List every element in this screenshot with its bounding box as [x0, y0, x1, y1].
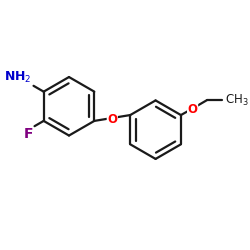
Text: O: O [188, 103, 198, 116]
Text: F: F [24, 127, 33, 141]
Text: NH$_2$: NH$_2$ [4, 70, 32, 85]
Text: O: O [107, 113, 117, 126]
Text: CH$_3$: CH$_3$ [225, 93, 248, 108]
